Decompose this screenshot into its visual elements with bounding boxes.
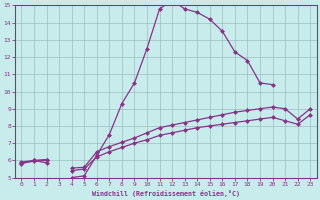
X-axis label: Windchill (Refroidissement éolien,°C): Windchill (Refroidissement éolien,°C) — [92, 190, 240, 197]
